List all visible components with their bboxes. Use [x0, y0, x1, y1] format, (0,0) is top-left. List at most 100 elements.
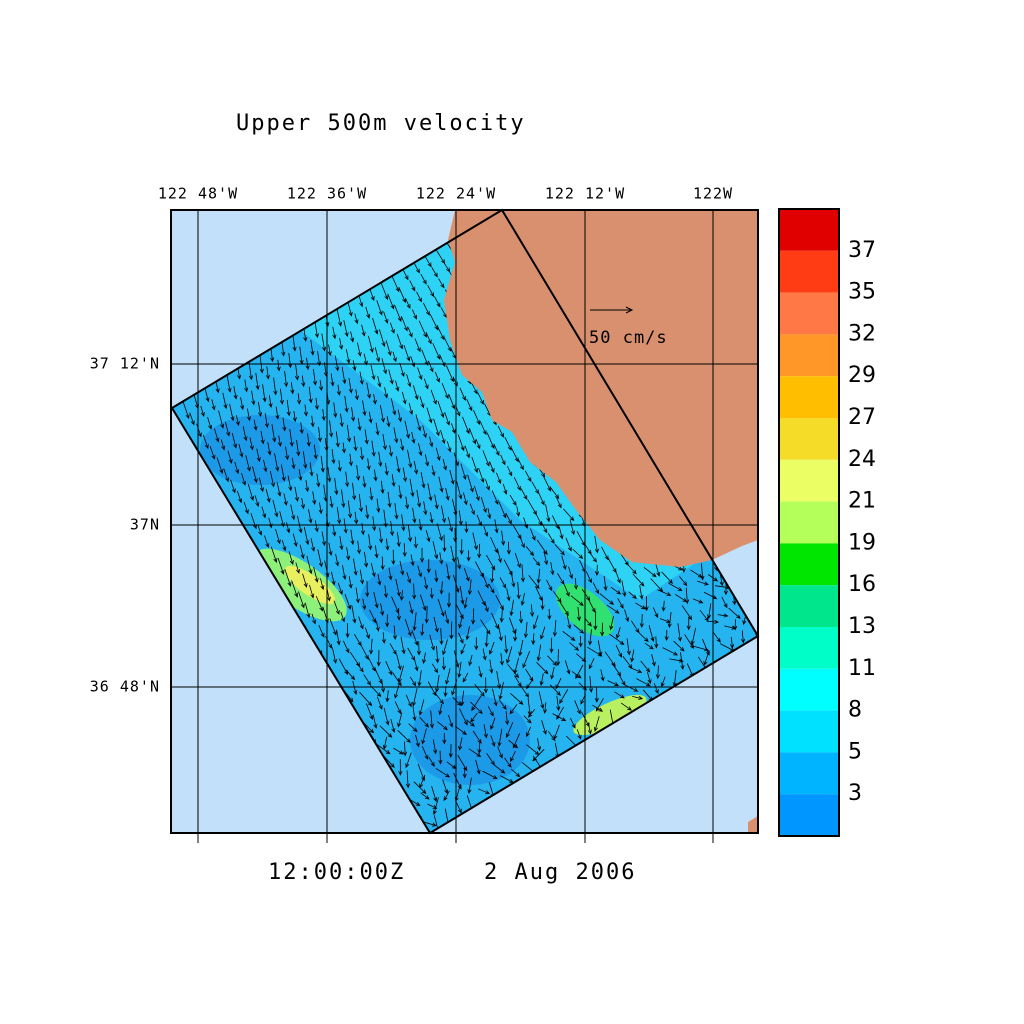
velocity-arrow — [429, 634, 435, 651]
velocity-arrow — [330, 373, 335, 387]
colorbar-band — [779, 543, 839, 586]
lat-label: 37N — [130, 516, 160, 534]
velocity-arrow — [381, 358, 388, 375]
velocity-arrow — [424, 605, 429, 624]
velocity-arrow — [495, 595, 504, 611]
velocity-arrow — [543, 550, 549, 566]
velocity-arrow — [298, 591, 305, 609]
velocity-arrow — [542, 702, 548, 714]
velocity-arrow — [520, 488, 528, 500]
velocity-arrow — [446, 441, 452, 453]
velocity-arrow — [397, 712, 403, 728]
velocity-arrow — [419, 396, 425, 409]
velocity-arrow — [397, 409, 402, 423]
velocity-arrow — [227, 450, 233, 464]
velocity-arrow — [437, 400, 445, 418]
velocity-arrow — [494, 519, 499, 534]
velocity-arrow — [632, 573, 645, 587]
velocity-arrow — [599, 593, 615, 605]
velocity-arrow — [318, 380, 324, 392]
velocity-arrow — [294, 364, 300, 381]
lat-label: 36 48'N — [90, 678, 160, 696]
velocity-arrow — [615, 627, 621, 639]
colorbar-band — [779, 209, 839, 251]
velocity-arrow — [418, 699, 425, 716]
velocity-arrow — [553, 724, 560, 740]
colorbar-frame — [778, 208, 840, 837]
velocity-arrow — [525, 668, 534, 682]
velocity-arrow — [418, 518, 423, 531]
velocity-arrow — [427, 832, 432, 833]
velocity-arrow — [406, 373, 412, 388]
colorbar-band — [779, 292, 839, 335]
velocity-arrow — [354, 511, 359, 525]
speed-patch — [360, 560, 500, 640]
velocity-arrow — [681, 605, 693, 621]
velocity-arrow — [606, 604, 620, 614]
velocity-arrow — [358, 295, 364, 308]
velocity-arrow — [363, 674, 371, 686]
velocity-arrow — [292, 335, 297, 352]
velocity-arrow — [518, 535, 525, 549]
velocity-arrow — [617, 598, 624, 609]
velocity-arrow — [385, 690, 390, 703]
velocity-arrow — [422, 425, 427, 439]
velocity-arrow — [624, 609, 630, 623]
colorbar-band — [779, 376, 839, 418]
velocity-arrow — [359, 371, 364, 385]
velocity-arrow — [397, 665, 404, 684]
velocity-arrow — [260, 430, 265, 445]
velocity-arrow — [276, 482, 282, 497]
velocity-arrow — [429, 436, 434, 448]
speed-patch — [200, 415, 320, 485]
velocity-arrow — [372, 318, 379, 335]
velocity-arrow — [368, 534, 373, 551]
velocity-arrow — [388, 369, 394, 385]
velocity-arrow — [412, 705, 417, 722]
velocity-arrow — [490, 717, 496, 731]
velocity-arrow — [269, 470, 276, 488]
velocity-arrow — [456, 481, 463, 500]
map-frame — [170, 209, 759, 834]
velocity-arrow — [443, 790, 450, 802]
velocity-arrow — [401, 514, 406, 532]
velocity-arrow — [272, 499, 279, 518]
velocity-arrow — [471, 456, 478, 474]
velocity-arrow — [387, 293, 395, 310]
velocity-arrow — [601, 546, 609, 561]
velocity-arrow — [439, 552, 444, 565]
velocity-arrow — [471, 608, 476, 625]
velocity-arrow — [412, 309, 417, 320]
velocity-arrow — [592, 582, 600, 595]
velocity-arrow — [463, 568, 470, 582]
velocity-arrow — [292, 533, 298, 548]
velocity-arrow — [721, 596, 728, 609]
velocity-arrow — [343, 320, 349, 338]
velocity-arrow — [313, 567, 319, 583]
colorbar-band — [779, 668, 839, 711]
velocity-arrow — [588, 658, 595, 670]
velocity-arrow — [284, 446, 290, 461]
velocity-arrow — [549, 486, 560, 500]
velocity-arrow — [482, 450, 490, 467]
velocity-arrow — [429, 512, 434, 524]
colorbar-label: 11 — [848, 656, 876, 681]
velocity-arrow — [405, 752, 412, 769]
model-domain — [172, 210, 758, 833]
velocity-arrow — [369, 289, 375, 301]
velocity-arrow — [347, 500, 353, 519]
velocity-arrow — [556, 695, 561, 712]
velocity-arrow — [283, 493, 288, 506]
velocity-arrow — [492, 688, 498, 707]
velocity-arrow — [474, 485, 480, 502]
velocity-arrow — [561, 555, 567, 571]
velocity-arrow — [702, 638, 710, 656]
velocity-arrow — [411, 431, 416, 444]
velocity-arrow — [565, 537, 572, 552]
velocity-arrow — [435, 768, 451, 778]
velocity-arrow — [362, 400, 367, 417]
velocity-arrow — [478, 788, 491, 795]
velocity-arrow — [569, 519, 575, 536]
velocity-arrow — [286, 399, 291, 417]
velocity-arrow — [417, 565, 423, 578]
